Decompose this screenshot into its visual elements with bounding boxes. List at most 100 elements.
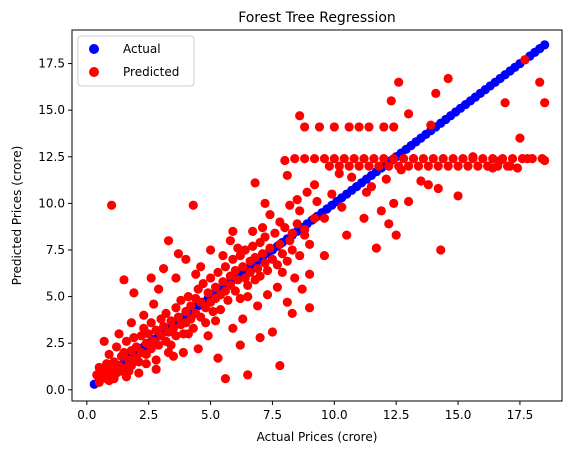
predicted-point	[277, 249, 287, 259]
predicted-point	[104, 375, 114, 386]
predicted-point	[505, 161, 515, 171]
predicted-point	[230, 265, 240, 276]
predicted-point	[287, 308, 297, 318]
predicted-point	[119, 347, 129, 358]
predicted-point	[255, 271, 265, 281]
predicted-point	[408, 154, 419, 164]
predicted-point	[413, 161, 424, 171]
predicted-point	[304, 269, 315, 279]
predicted-point	[334, 168, 344, 179]
predicted-point	[104, 349, 114, 359]
predicted-point	[423, 180, 433, 190]
predicted-point	[418, 154, 429, 164]
predicted-point	[119, 275, 129, 285]
predicted-point	[394, 77, 404, 87]
predicted-point	[146, 318, 156, 328]
predicted-point	[166, 340, 176, 350]
predicted-point	[520, 55, 530, 65]
predicted-point	[290, 154, 300, 164]
actual-point	[540, 40, 550, 50]
predicted-point	[443, 73, 453, 84]
x-tick-label: 17.5	[507, 408, 534, 422]
x-tick-label: 10.0	[321, 408, 348, 422]
predicted-point	[134, 368, 144, 378]
predicted-point	[270, 228, 280, 238]
predicted-point	[196, 262, 206, 272]
predicted-point	[257, 249, 268, 259]
predicted-point	[275, 239, 285, 249]
predicted-point	[111, 342, 122, 352]
predicted-point	[253, 301, 263, 311]
predicted-point	[262, 290, 273, 300]
predicted-point	[483, 161, 493, 171]
y-tick-label: 2.5	[46, 336, 65, 350]
predicted-point	[384, 161, 394, 171]
predicted-point	[300, 224, 310, 235]
predicted-point	[302, 187, 312, 197]
predicted-point	[272, 260, 282, 270]
predicted-point	[154, 340, 164, 350]
predicted-point	[183, 329, 193, 339]
predicted-point	[295, 206, 305, 216]
predicted-point	[176, 295, 186, 305]
predicted-point	[107, 200, 117, 210]
predicted-point	[253, 264, 263, 274]
predicted-point	[389, 122, 399, 132]
predicted-point	[297, 284, 307, 294]
predicted-point	[319, 154, 330, 164]
x-tick-label: 12.5	[383, 408, 410, 422]
predicted-point	[535, 77, 545, 87]
predicted-point	[468, 152, 478, 162]
predicted-point	[218, 277, 228, 287]
predicted-point	[149, 299, 159, 309]
predicted-point	[403, 196, 414, 207]
predicted-point	[453, 191, 463, 201]
predicted-point	[146, 273, 156, 283]
predicted-point	[163, 347, 174, 358]
predicted-point	[230, 286, 240, 296]
legend-label-actual: Actual	[123, 42, 161, 56]
predicted-point	[99, 366, 109, 376]
predicted-point	[282, 170, 292, 181]
predicted-point	[379, 122, 389, 132]
predicted-point	[220, 374, 231, 384]
predicted-point	[146, 344, 156, 354]
predicted-point	[262, 265, 273, 276]
x-axis-ticks: 0.0 2.5 5.0 7.5 10.0 12.5 15.0 17.5	[77, 401, 533, 422]
predicted-point	[260, 232, 270, 242]
predicted-point	[171, 331, 181, 341]
predicted-point	[198, 278, 208, 289]
predicted-point	[374, 161, 384, 171]
predicted-point	[243, 370, 253, 380]
x-tick-label: 2.5	[139, 408, 158, 422]
predicted-point	[507, 154, 518, 164]
predicted-point	[366, 182, 377, 192]
predicted-point	[171, 273, 181, 283]
predicted-point	[287, 228, 297, 238]
predicted-point	[379, 154, 389, 164]
predicted-point	[260, 198, 270, 208]
predicted-point	[129, 333, 139, 343]
x-tick-label: 5.0	[201, 408, 220, 422]
predicted-point	[228, 226, 238, 236]
predicted-point	[203, 331, 213, 341]
predicted-point	[121, 336, 132, 346]
predicted-point	[384, 219, 394, 229]
predicted-point	[240, 245, 250, 255]
chart-title: Forest Tree Regression	[238, 10, 396, 26]
predicted-point	[248, 241, 258, 251]
predicted-point	[243, 292, 253, 302]
predicted-point	[473, 161, 483, 171]
predicted-point	[376, 206, 386, 216]
x-tick-label: 7.5	[263, 408, 282, 422]
predicted-point	[280, 155, 290, 166]
predicted-series	[92, 55, 550, 387]
predicted-point	[210, 282, 221, 292]
predicted-point	[364, 122, 374, 132]
predicted-point	[344, 161, 354, 171]
predicted-point	[188, 200, 198, 210]
predicted-point	[488, 154, 498, 164]
predicted-point	[191, 269, 201, 279]
legend-marker-actual	[89, 44, 99, 54]
